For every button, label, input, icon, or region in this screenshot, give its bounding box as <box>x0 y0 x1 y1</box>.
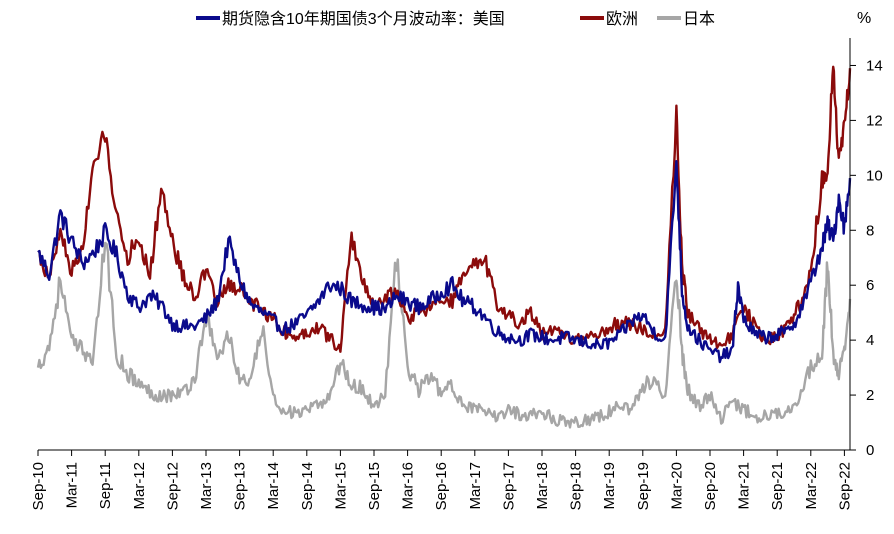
y-tick-label: 12 <box>866 112 883 129</box>
x-tick-label: Mar-20 <box>668 462 685 510</box>
x-tick-label: Mar-16 <box>400 462 417 510</box>
y-tick-label: 10 <box>866 167 883 184</box>
x-tick-label: Sep-15 <box>366 462 383 510</box>
chart-legend: 期货隐含10年期国债3个月波动率：美国 欧洲 日本 <box>196 10 715 28</box>
legend-label-0: 期货隐含10年期国债3个月波动率：美国 <box>222 10 505 28</box>
x-tick-label: Mar-15 <box>332 462 349 510</box>
x-axis-ticks: Sep-10 Mar-11 Sep-11 Mar-12 Sep-12 Mar-13 Sep-… <box>30 450 853 510</box>
x-tick-label: Sep-16 <box>433 462 450 510</box>
x-tick-label: Sep-10 <box>30 462 47 510</box>
x-tick-label: Sep-11 <box>97 462 114 509</box>
x-tick-label: Sep-18 <box>568 462 585 510</box>
y-axis-ticks: 0 2 4 6 8 10 12 14 <box>850 57 883 459</box>
x-tick-label: Sep-13 <box>232 462 249 510</box>
x-tick-label: Mar-21 <box>736 462 753 510</box>
y-axis-unit-label: % <box>857 10 871 27</box>
y-tick-label: 0 <box>866 442 874 459</box>
series-layer <box>36 65 852 429</box>
legend-label-2: 日本 <box>683 10 715 28</box>
x-tick-label: Sep-19 <box>635 462 652 510</box>
x-tick-label: Sep-20 <box>702 462 719 510</box>
x-tick-label: Sep-14 <box>299 462 316 510</box>
series-line-0 <box>37 160 852 364</box>
x-tick-label: Mar-19 <box>601 462 618 510</box>
series-line-1 <box>37 65 852 353</box>
y-tick-label: 6 <box>866 277 874 294</box>
series-line-2 <box>36 241 852 429</box>
y-tick-label: 14 <box>866 57 883 74</box>
x-tick-label: Mar-12 <box>131 462 148 510</box>
y-tick-label: 2 <box>866 387 874 404</box>
x-tick-label: Mar-13 <box>198 462 215 510</box>
x-tick-label: Sep-21 <box>769 462 786 510</box>
x-tick-label: Mar-18 <box>534 462 551 510</box>
x-tick-label: Mar-14 <box>265 462 282 510</box>
y-tick-label: 8 <box>866 222 874 239</box>
x-tick-label: Mar-11 <box>64 462 81 508</box>
legend-label-1: 欧洲 <box>606 10 638 28</box>
x-tick-label: Sep-12 <box>164 462 181 510</box>
y-tick-label: 4 <box>866 332 874 349</box>
x-tick-label: Sep-22 <box>836 462 853 510</box>
x-tick-label: Mar-17 <box>467 462 484 510</box>
x-tick-label: Mar-22 <box>803 462 820 510</box>
x-tick-label: Sep-17 <box>500 462 517 510</box>
